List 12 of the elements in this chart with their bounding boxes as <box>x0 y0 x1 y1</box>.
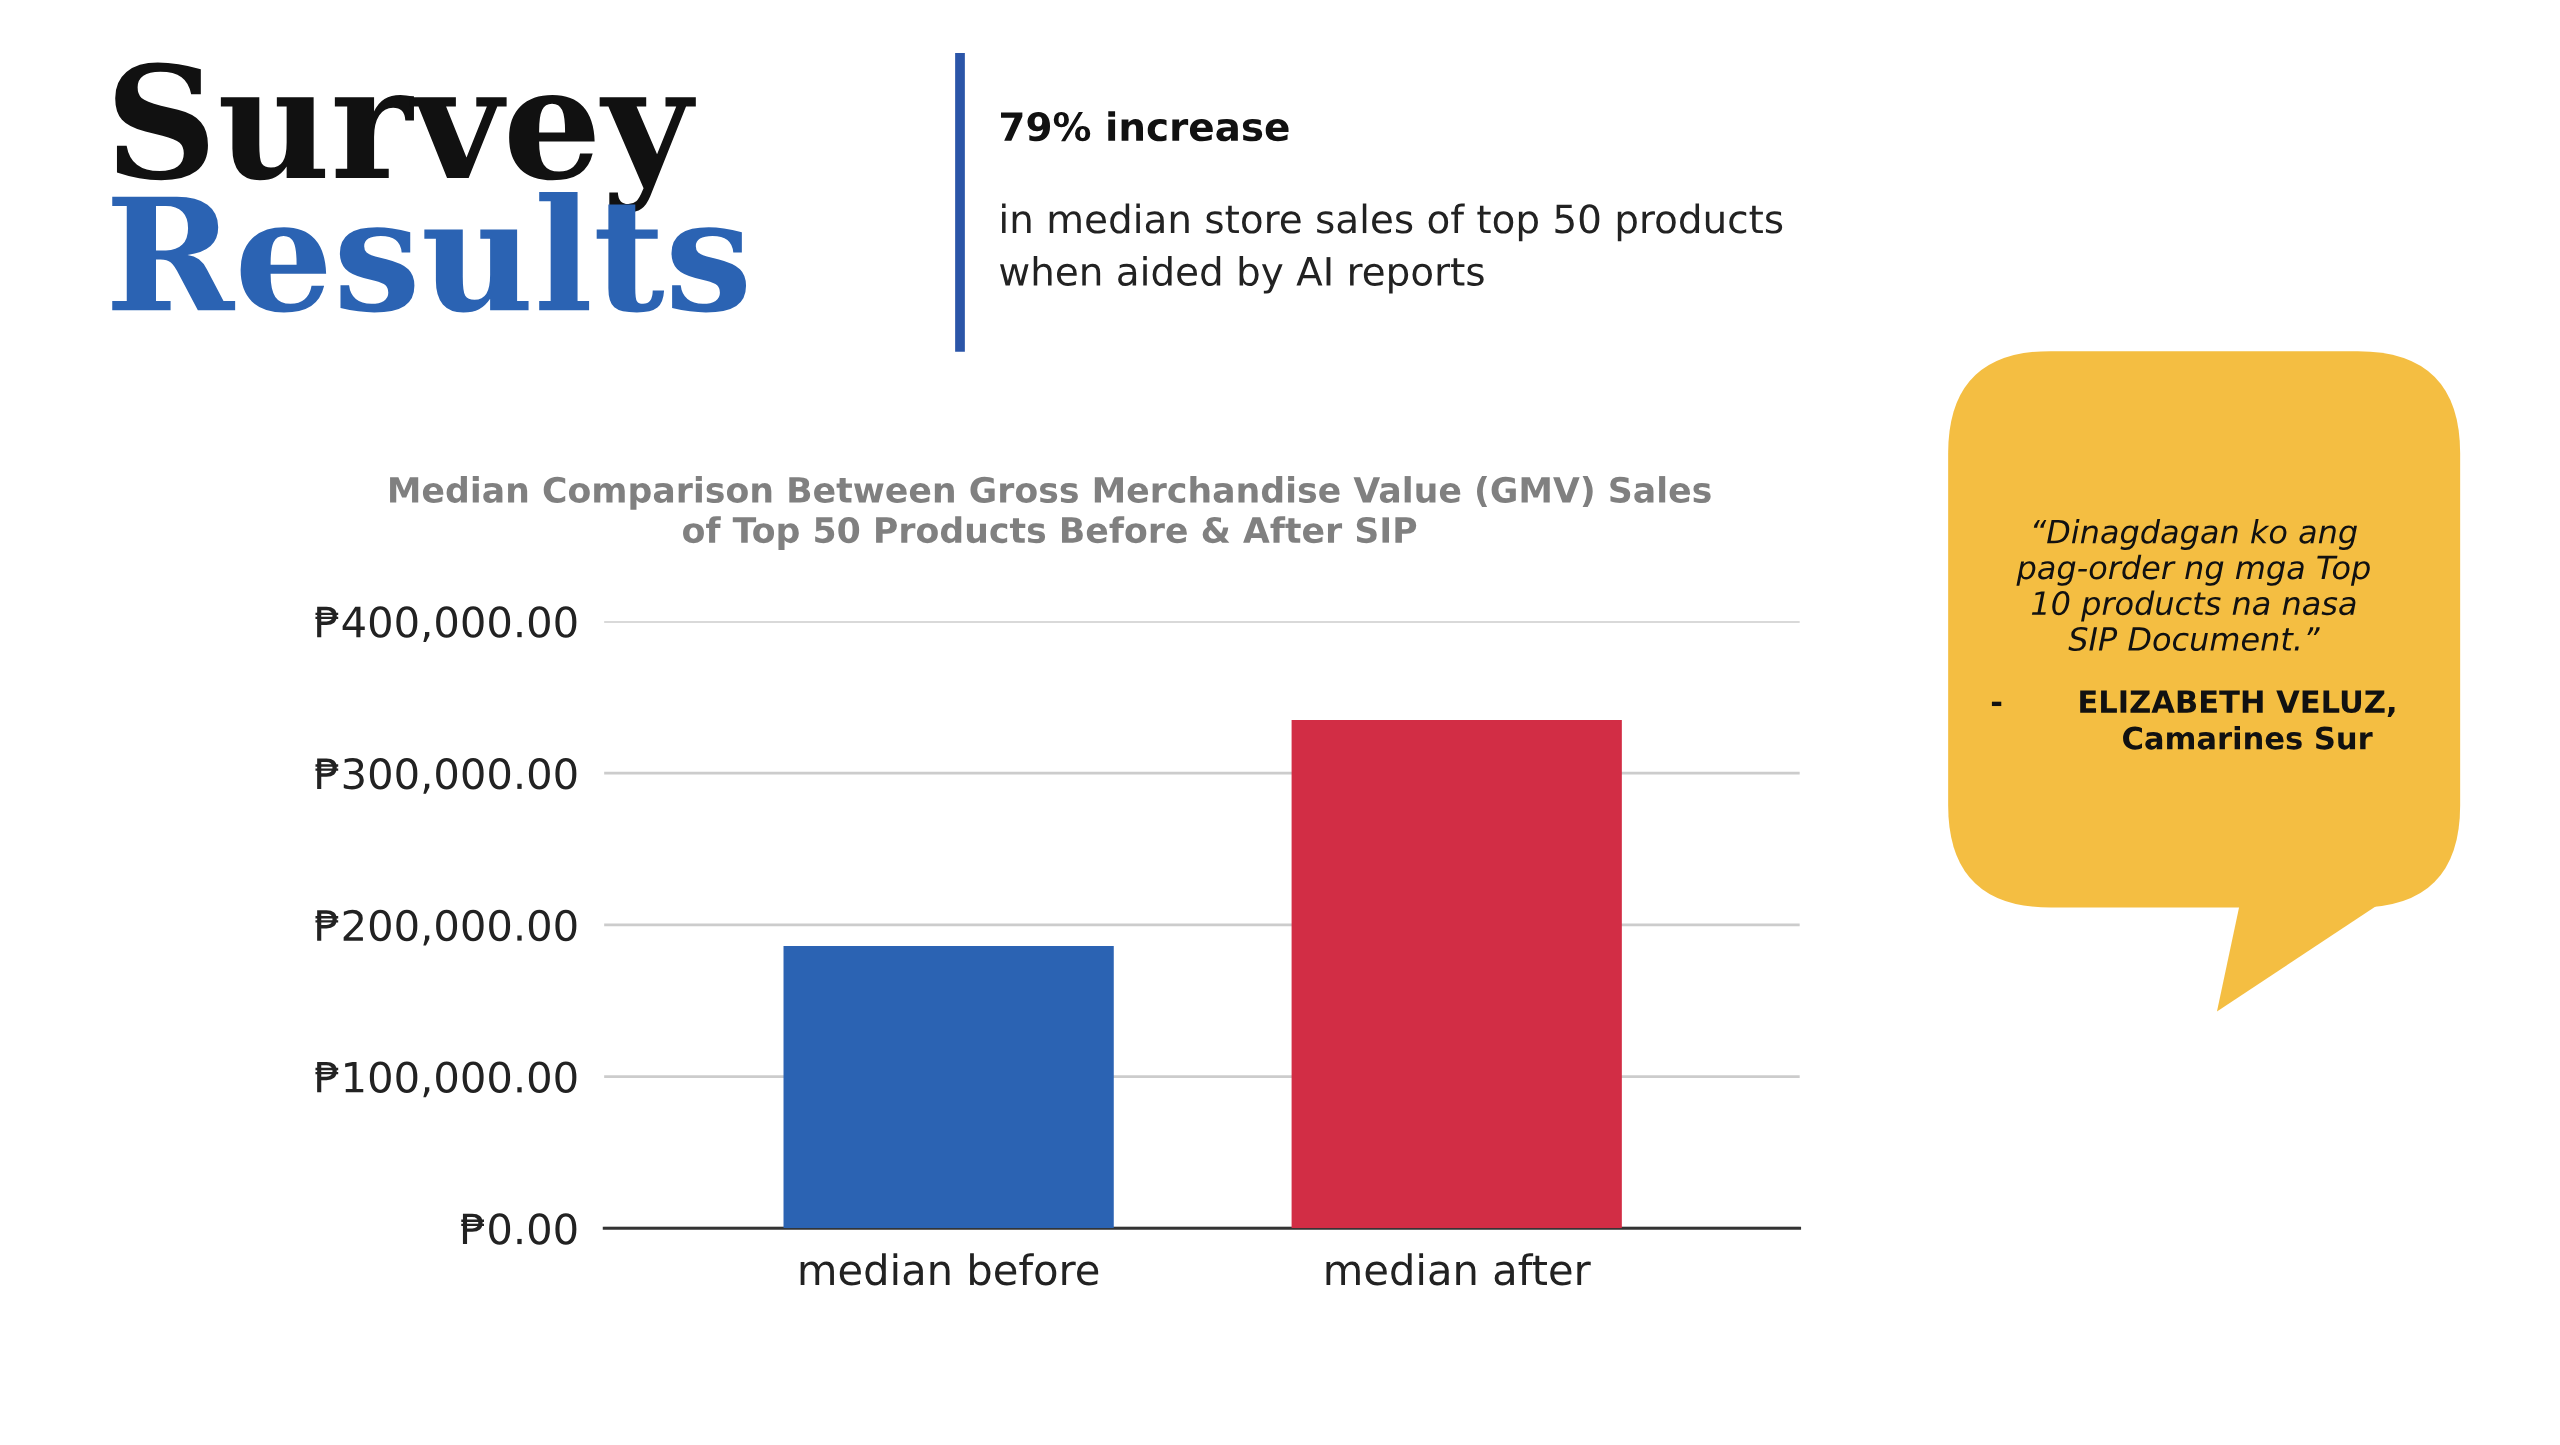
text: 79% increase <box>1001 111 1289 142</box>
x-tick-label: median before <box>800 1253 1099 1286</box>
y-tick-label: ₱0.00 <box>461 1213 577 1245</box>
y-tick-label: ₱200,000.00 <box>315 909 577 946</box>
text: “Dinagdagan ko ang pag-order ng mga Top 10 products na nasa SIP Document.” <box>2016 519 2370 652</box>
x-tick-label: median after <box>1326 1253 1591 1286</box>
text: in median store sales of top 50 products when aided by AI reports <box>1000 203 1783 294</box>
y-tick-label: ₱400,000.00 <box>315 606 577 643</box>
y-tick-label: ₱100,000.00 <box>315 1061 577 1098</box>
text: - ELIZABETH VELUZ, Camarines Sur <box>1991 690 2395 750</box>
chart-title: Median Comparison Between Gross Merchandise Value (GMV) Sales of Top 50 Products Before & After SIP <box>390 476 1711 550</box>
y-tick-label: ₱300,000.00 <box>315 757 577 794</box>
